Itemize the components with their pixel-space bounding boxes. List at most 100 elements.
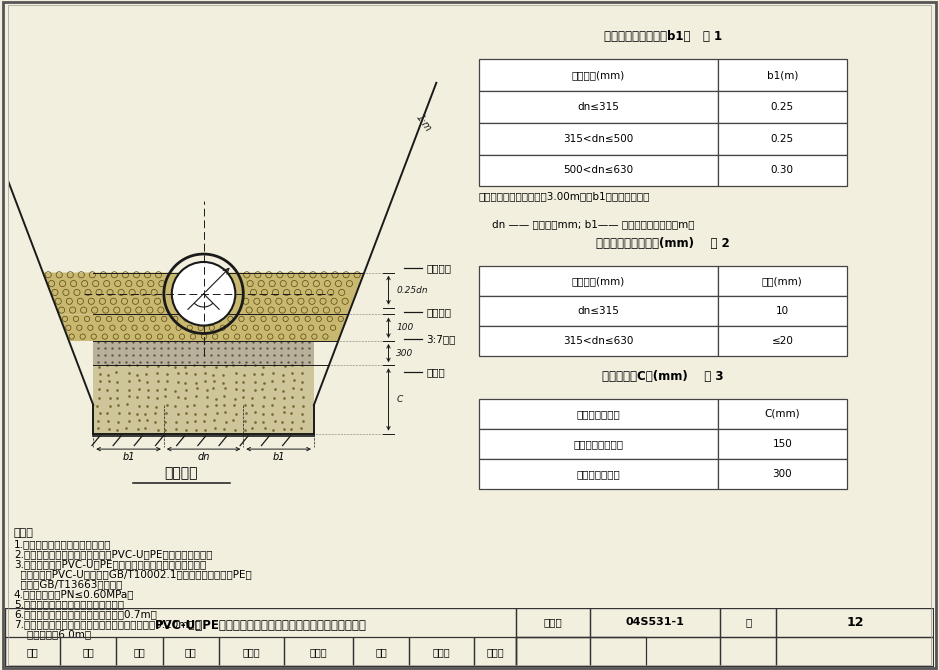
Bar [479, 155, 718, 186]
Text: 7.在季节性冻土地层中，管顶埋深应在冰冻线以下0.20m，最: 7.在季节性冻土地层中，管顶埋深应在冰冻线以下0.20m，最 [14, 619, 201, 629]
Text: 公称外径(mm): 公称外径(mm) [572, 275, 625, 285]
Text: 10: 10 [776, 306, 789, 316]
Text: 管材》GB/T13663之规定。: 管材》GB/T13663之规定。 [14, 579, 122, 589]
Text: 315<dn≤630: 315<dn≤630 [563, 336, 634, 346]
Bar [718, 295, 847, 326]
Text: 90°: 90° [195, 312, 211, 322]
Text: b1(m): b1(m) [766, 70, 798, 80]
Bar [219, 637, 284, 667]
Text: 审核: 审核 [26, 647, 38, 657]
Bar [516, 637, 591, 667]
Text: 土垫层厚度C值(mm)    表 3: 土垫层厚度C值(mm) 表 3 [602, 370, 723, 383]
Text: 页: 页 [746, 618, 751, 627]
Bar [777, 637, 934, 667]
Text: 0.30: 0.30 [771, 165, 793, 176]
Text: 中、粗砂: 中、粗砂 [426, 308, 451, 318]
Polygon shape [93, 341, 314, 365]
Bar [777, 608, 934, 637]
Bar [718, 60, 847, 91]
Text: 设计: 设计 [376, 647, 387, 657]
Text: 土垫层: 土垫层 [426, 367, 445, 377]
Text: 褚敩礼: 褚敩礼 [310, 647, 328, 657]
Polygon shape [93, 365, 314, 433]
Text: 300: 300 [396, 348, 414, 358]
Text: 赵馥社: 赵馥社 [242, 647, 260, 657]
Text: 聚氯乙烯（PVC-U）管材》GB/T10002.1及《给水用聚乙烯（PE）: 聚氯乙烯（PVC-U）管材》GB/T10002.1及《给水用聚乙烯（PE） [14, 570, 252, 579]
Text: 大覆土深度6.0m。: 大覆土深度6.0m。 [14, 629, 91, 639]
Bar [479, 91, 718, 123]
Bar [516, 608, 591, 637]
Bar [718, 429, 847, 459]
Text: PVC-U、PE冷水给水塑料管管道基础（承插式橡胶圈接口）: PVC-U、PE冷水给水塑料管管道基础（承插式橡胶圈接口） [154, 619, 366, 632]
Bar [479, 295, 718, 326]
Bar [718, 459, 847, 488]
Text: 12: 12 [847, 616, 864, 629]
Text: 04S531-1: 04S531-1 [626, 618, 685, 627]
Bar [479, 326, 718, 356]
Text: 李享彩: 李享彩 [486, 647, 504, 657]
Text: 基础中砂粒最大粒径(mm)    表 2: 基础中砂粒最大粒径(mm) 表 2 [596, 237, 730, 249]
Text: b1: b1 [122, 452, 135, 462]
Text: 0.25: 0.25 [771, 133, 794, 143]
Bar [479, 429, 718, 459]
Bar [718, 399, 847, 429]
Text: 常军锋: 常军锋 [433, 647, 451, 657]
Bar [718, 155, 847, 186]
Text: dn: dn [212, 274, 225, 284]
Bar [718, 266, 847, 295]
Bar [516, 637, 646, 667]
Text: dn —— 公称外径mm; b1—— 管外壁到沟壁的距离m。: dn —— 公称外径mm; b1—— 管外壁到沟壁的距离m。 [479, 220, 694, 230]
Text: 150: 150 [773, 439, 793, 449]
Text: 中、粗砂: 中、粗砂 [426, 263, 451, 273]
Bar [353, 637, 409, 667]
Bar [479, 399, 718, 429]
Text: 500<dn≤630: 500<dn≤630 [563, 165, 634, 176]
Text: 315<dn≤500: 315<dn≤500 [563, 133, 634, 143]
Bar [591, 608, 720, 637]
Text: 王研: 王研 [83, 647, 94, 657]
Text: 4.管道工作压力PN≤0.60MPa。: 4.管道工作压力PN≤0.60MPa。 [14, 589, 134, 599]
Text: C: C [396, 395, 403, 404]
Bar [718, 326, 847, 356]
Text: 5.管道采用橡胶圈接口的承插口管材。: 5.管道采用橡胶圈接口的承插口管材。 [14, 599, 124, 609]
Bar [479, 60, 718, 91]
Text: 场地湿陷性类别: 场地湿陷性类别 [577, 409, 620, 419]
Bar [720, 608, 777, 637]
Text: 非自重湿陷性场地: 非自重湿陷性场地 [574, 439, 623, 449]
Text: 3:7灰土: 3:7灰土 [426, 334, 455, 344]
Bar [479, 459, 718, 488]
Circle shape [172, 262, 236, 326]
Text: 基础大样: 基础大样 [164, 466, 198, 480]
Bar [479, 123, 718, 155]
Bar [474, 637, 516, 667]
Bar [718, 123, 847, 155]
Text: 粒径(mm): 粒径(mm) [762, 275, 803, 285]
Text: dn≤315: dn≤315 [577, 306, 619, 316]
Text: 300: 300 [773, 469, 793, 479]
Bar [720, 637, 777, 667]
Text: 自重湿陷性场地: 自重湿陷性场地 [577, 469, 620, 479]
Text: ≤20: ≤20 [772, 336, 793, 346]
Text: dn≤315: dn≤315 [577, 102, 619, 112]
Bar [718, 91, 847, 123]
Bar [5, 637, 60, 667]
Bar [116, 637, 162, 667]
Text: 公称外径(mm): 公称外径(mm) [572, 70, 625, 80]
Text: 管外壁到沟壁的距离b1值   表 1: 管外壁到沟壁的距离b1值 表 1 [604, 30, 722, 44]
Text: 0.25dn: 0.25dn [396, 285, 428, 295]
Polygon shape [59, 314, 348, 341]
Text: 图集号: 图集号 [544, 618, 562, 627]
Bar [5, 608, 516, 667]
Bar [591, 637, 720, 667]
Text: 100: 100 [396, 323, 414, 332]
Text: 说明：: 说明： [14, 528, 34, 538]
Text: dn: dn [197, 452, 209, 462]
Text: 注：当有支撑或槽深大于3.00m时，b1值应适当加大。: 注：当有支撑或槽深大于3.00m时，b1值应适当加大。 [479, 191, 650, 201]
Text: C(mm): C(mm) [764, 409, 800, 419]
Text: 1:m: 1:m [413, 112, 433, 133]
Text: 2.本图基础作法适用于开槽施工的PVC-U、PE冷水给水塑料管。: 2.本图基础作法适用于开槽施工的PVC-U、PE冷水给水塑料管。 [14, 549, 212, 559]
Bar [162, 637, 219, 667]
Text: 1.用于自重及非自重湿陷性场地。: 1.用于自重及非自重湿陷性场地。 [14, 539, 112, 549]
Bar [479, 266, 718, 295]
Text: 3.按本图使用的PVC-U、PE冷水给水塑料管应符合《给水用硬: 3.按本图使用的PVC-U、PE冷水给水塑料管应符合《给水用硬 [14, 559, 206, 569]
